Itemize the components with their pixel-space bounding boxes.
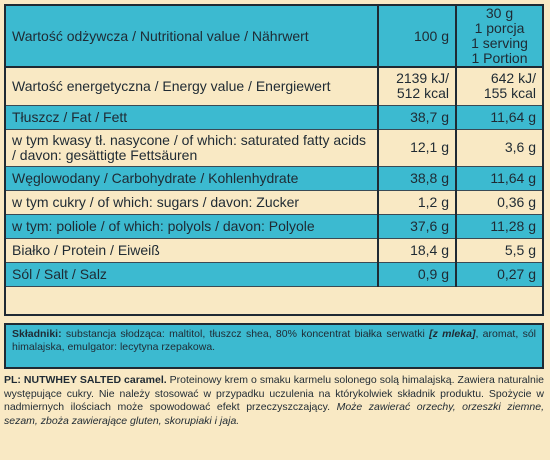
value-line: 0,36 g bbox=[497, 193, 536, 210]
nutrient-label: Wartość energetyczna / Energy value / En… bbox=[6, 67, 379, 105]
value-line: 3,6 g bbox=[504, 139, 536, 155]
value-line: 37,6 g bbox=[410, 217, 449, 234]
header-portion-line: 1 Portion bbox=[471, 50, 528, 66]
value-per-100g: 18,4 g bbox=[378, 238, 457, 262]
nutrition-table: Wartość odżywcza / Nutritional value / N… bbox=[6, 6, 542, 287]
value-per-portion: 11,64 g bbox=[456, 166, 542, 190]
value-line: 12,1 g bbox=[410, 139, 449, 155]
description-lead: PL: NUTWHEY SALTED caramel. bbox=[4, 374, 167, 386]
ingredients-text: substancja słodząca: maltitol, tłuszcz s… bbox=[61, 328, 430, 340]
nutrient-row: Tłuszcz / Fat / Fett 38,7 g 11,64 g bbox=[6, 105, 542, 129]
value-line: 11,64 g bbox=[490, 169, 536, 186]
value-line: 2139 kJ/ bbox=[396, 70, 449, 87]
value-line: 38,8 g bbox=[410, 169, 449, 186]
nutrient-row: Węglowodany / Carbohydrate / Kohlenhydra… bbox=[6, 166, 542, 190]
value-line: 11,28 g bbox=[490, 217, 536, 234]
value-line: 642 kJ/ bbox=[490, 70, 536, 87]
value-per-100g: 38,7 g bbox=[378, 105, 457, 129]
value-per-portion: 0,27 g bbox=[456, 262, 542, 286]
value-per-portion: 642 kJ/155 kcal bbox=[456, 67, 542, 105]
nutrient-row: Białko / Protein / Eiweiß 18,4 g 5,5 g bbox=[6, 238, 542, 262]
table-header-row: Wartość odżywcza / Nutritional value / N… bbox=[6, 6, 542, 67]
value-line: 0,27 g bbox=[497, 265, 536, 282]
value-line: 5,5 g bbox=[504, 241, 536, 258]
nutrient-row: Sól / Salt / Salz 0,9 g 0,27 g bbox=[6, 262, 542, 286]
nutrient-label: Białko / Protein / Eiweiß bbox=[6, 238, 379, 262]
value-per-100g: 2139 kJ/512 kcal bbox=[378, 67, 457, 105]
header-label: Wartość odżywcza / Nutritional value / N… bbox=[6, 6, 379, 67]
nutrient-row: w tym: poliole / of which: polyols / dav… bbox=[6, 214, 542, 238]
value-per-100g: 38,8 g bbox=[378, 166, 457, 190]
value-line: 155 kcal bbox=[483, 85, 536, 102]
value-per-100g: 37,6 g bbox=[378, 214, 457, 238]
description-body: Proteinowy krem o smaku karmelu solonego… bbox=[4, 374, 544, 413]
value-per-100g: 1,2 g bbox=[378, 190, 457, 214]
nutrient-label: w tym: poliole / of which: polyols / dav… bbox=[6, 214, 379, 238]
header-portion-line: 30 g bbox=[485, 5, 514, 21]
nutrient-label: w tym kwasy tł. nasycone / of which: sat… bbox=[6, 129, 379, 166]
nutrition-table-panel: Wartość odżywcza / Nutritional value / N… bbox=[4, 4, 544, 316]
value-per-portion: 11,64 g bbox=[456, 105, 542, 129]
value-line: 512 kcal bbox=[396, 85, 449, 102]
allergen-milk: [z mleka] bbox=[429, 328, 476, 340]
value-per-100g: 12,1 g bbox=[378, 129, 457, 166]
value-line: 18,4 g bbox=[410, 241, 449, 258]
allergen-warning: Może zawierać orzechy, orzeszki ziemne, … bbox=[4, 401, 544, 427]
nutrient-row: w tym kwasy tł. nasycone / of which: sat… bbox=[6, 129, 542, 166]
nutrient-row: w tym cukry / of which: sugars / davon: … bbox=[6, 190, 542, 214]
header-portion-line: 1 porcja bbox=[474, 20, 525, 36]
product-description: PL: NUTWHEY SALTED caramel. Proteinowy k… bbox=[4, 374, 544, 428]
ingredients-box: Składniki: substancja słodząca: maltitol… bbox=[4, 323, 544, 369]
nutrient-label: Węglowodany / Carbohydrate / Kohlenhydra… bbox=[6, 166, 379, 190]
value-per-portion: 0,36 g bbox=[456, 190, 542, 214]
value-per-portion: 5,5 g bbox=[456, 238, 542, 262]
ingredients-text-end: , aromat, sól himalajska, emulgator: lec… bbox=[12, 328, 536, 353]
value-per-100g: 0,9 g bbox=[378, 262, 457, 286]
value-line: 38,7 g bbox=[410, 108, 449, 125]
nutrient-label: Sól / Salt / Salz bbox=[6, 262, 379, 286]
nutrient-label: Tłuszcz / Fat / Fett bbox=[6, 105, 379, 129]
nutrient-row: Wartość energetyczna / Energy value / En… bbox=[6, 67, 542, 105]
nutrient-label: w tym cukry / of which: sugars / davon: … bbox=[6, 190, 379, 214]
header-portion-line: 1 serving bbox=[471, 35, 528, 51]
value-per-portion: 11,28 g bbox=[456, 214, 542, 238]
value-line: 1,2 g bbox=[417, 193, 449, 210]
header-per-100g: 100 g bbox=[378, 6, 457, 67]
ingredients-heading: Składniki: bbox=[12, 328, 62, 340]
value-line: 11,64 g bbox=[490, 108, 536, 125]
value-line: 0,9 g bbox=[417, 265, 449, 282]
value-per-portion: 3,6 g bbox=[456, 129, 542, 166]
